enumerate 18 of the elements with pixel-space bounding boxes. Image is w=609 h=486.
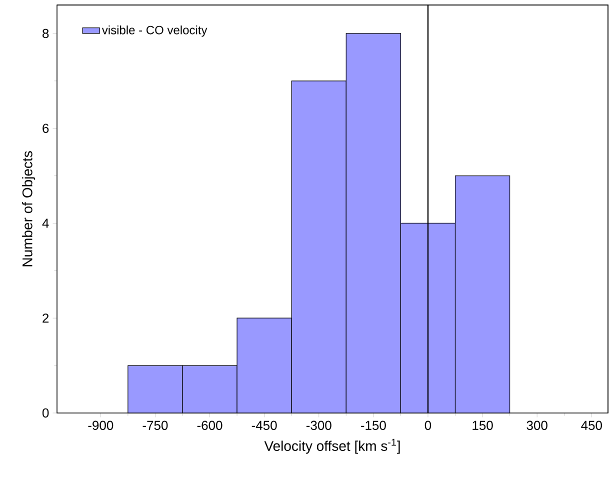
y-tick-label: 0 [42, 408, 49, 418]
y-axis-title: Number of Objects [22, 151, 36, 266]
y-tick-label: 6 [42, 124, 49, 133]
x-tick-label: -600 [197, 420, 222, 430]
y-tick-label: 8 [42, 28, 49, 38]
x-axis-title: Velocity offset [km s$^{-1}$] [264, 438, 400, 454]
x-tick-label: -300 [306, 420, 332, 430]
x-tick-label: -900 [88, 420, 114, 430]
y-tick-label: 2 [42, 314, 49, 323]
x-tick-label: -450 [252, 420, 277, 430]
x-tick-label: 450 [581, 420, 602, 430]
legend-label: visible - CO velocity [102, 26, 208, 37]
x-tick-label: 0 [424, 420, 432, 430]
x-tick-label: -750 [142, 420, 168, 430]
y-tick-label: 4 [42, 218, 49, 228]
x-tick-label: -150 [360, 420, 386, 430]
x-tick-label: 150 [472, 420, 493, 430]
x-tick-label: 300 [526, 420, 548, 430]
